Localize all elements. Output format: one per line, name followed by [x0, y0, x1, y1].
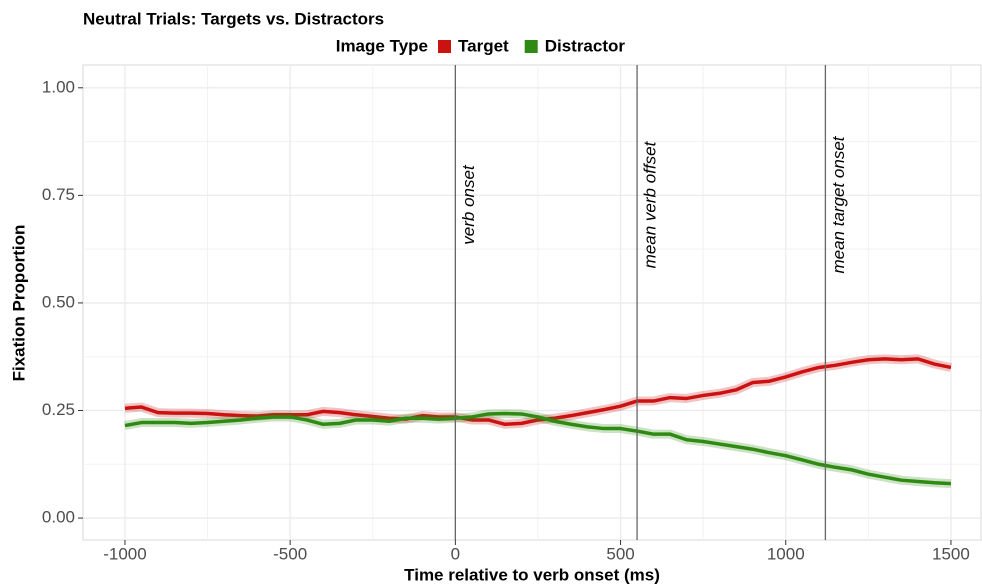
x-tick-label: -1000 [103, 544, 146, 563]
series-line [124, 411, 952, 486]
x-tick-label: 1000 [767, 544, 805, 563]
legend-label: Distractor [545, 36, 626, 55]
y-tick-label: 0.75 [42, 185, 75, 204]
y-axis-title: Fixation Proportion [9, 225, 28, 382]
x-tick-label: 500 [606, 544, 634, 563]
legend-swatch [524, 40, 538, 53]
chart-title: Neutral Trials: Targets vs. Distractors [83, 9, 384, 28]
x-tick-label: -500 [273, 544, 307, 563]
reference-label: verb onset [459, 164, 478, 245]
legend-title: Image Type [336, 36, 428, 55]
legend-swatch [438, 40, 451, 53]
x-tick-label: 0 [451, 544, 460, 563]
reference-label: mean target onset [829, 135, 848, 273]
y-tick-label: 0.50 [42, 292, 75, 311]
x-axis-title: Time relative to verb onset (ms) [404, 565, 660, 584]
y-tick-label: 0.00 [42, 508, 75, 527]
legend-label: Target [458, 36, 509, 55]
y-tick-label: 0.25 [42, 400, 75, 419]
y-tick-label: 1.00 [42, 77, 75, 96]
series-line [124, 357, 952, 427]
reference-label: mean verb offset [641, 140, 660, 268]
x-tick-label: 1500 [932, 544, 970, 563]
